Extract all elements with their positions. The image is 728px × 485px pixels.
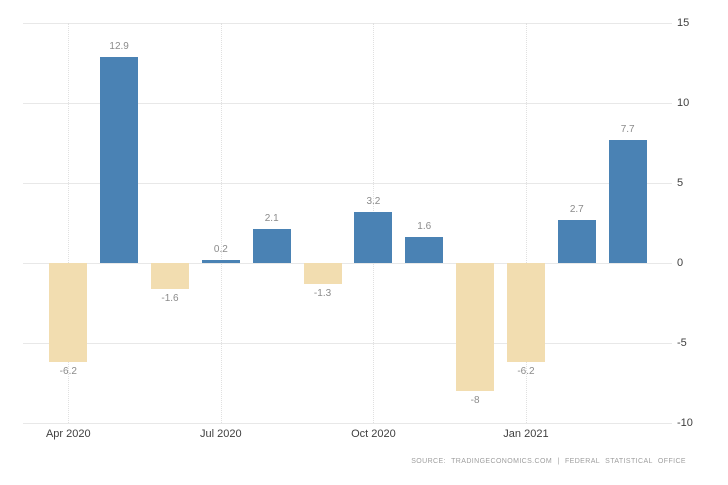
y-axis-tick-label: 0 <box>677 256 684 269</box>
bar-jul-2020 <box>201 259 240 263</box>
source-attribution: SOURCE: TRADINGECONOMICS.COM | FEDERAL S… <box>411 458 686 465</box>
gridline-horizontal <box>23 423 672 424</box>
y-axis-tick-label: -10 <box>677 416 693 429</box>
bar-value-label: 2.1 <box>264 213 279 225</box>
gridline-horizontal <box>23 183 672 184</box>
y-axis-tick-label: 10 <box>677 96 690 109</box>
gridline-horizontal <box>23 103 672 104</box>
bar-value-label: 1.6 <box>417 221 432 233</box>
bar-value-label: -1.3 <box>313 287 332 299</box>
bar-value-label: -1.6 <box>161 292 179 304</box>
bar-value-label: -6.2 <box>59 366 77 378</box>
gridline-vertical <box>525 23 527 423</box>
bar-may-2020 <box>100 56 139 263</box>
bar-sep-2020 <box>303 263 342 284</box>
gridline-horizontal <box>23 23 672 24</box>
x-axis-tick-label: Jul 2020 <box>200 428 242 440</box>
gridline-horizontal <box>23 343 672 344</box>
bar-value-label: 12.9 <box>109 40 129 52</box>
x-axis-tick-label: Apr 2020 <box>45 428 91 440</box>
bar-value-label: 7.7 <box>620 123 635 135</box>
bar-jan-2021 <box>506 263 545 363</box>
bar-value-label: 2.7 <box>569 203 584 215</box>
bar-apr-2020 <box>49 263 88 363</box>
y-axis-tick-label: 15 <box>677 16 690 29</box>
gridline-horizontal <box>23 263 672 264</box>
bar-aug-2020 <box>252 229 291 263</box>
gridline-vertical <box>220 23 222 423</box>
bar-dec-2020 <box>456 263 495 391</box>
bar-nov-2020 <box>405 237 444 263</box>
gridline-vertical <box>68 23 70 423</box>
bar-value-label: 0.2 <box>213 243 228 255</box>
bar-mar-2021 <box>608 139 647 263</box>
bar-value-label: -6.2 <box>517 366 535 378</box>
bar-oct-2020 <box>354 211 393 263</box>
y-axis-tick-label: -5 <box>677 336 687 349</box>
x-axis-tick-label: Oct 2020 <box>351 428 396 440</box>
bar-feb-2021 <box>557 219 596 263</box>
bar-value-label: -8 <box>470 395 480 406</box>
bar-jun-2020 <box>151 263 189 289</box>
y-axis-tick-label: 5 <box>677 176 684 189</box>
bar-value-label: 3.2 <box>366 195 381 207</box>
x-axis-tick-label: Jan 2021 <box>503 428 549 440</box>
